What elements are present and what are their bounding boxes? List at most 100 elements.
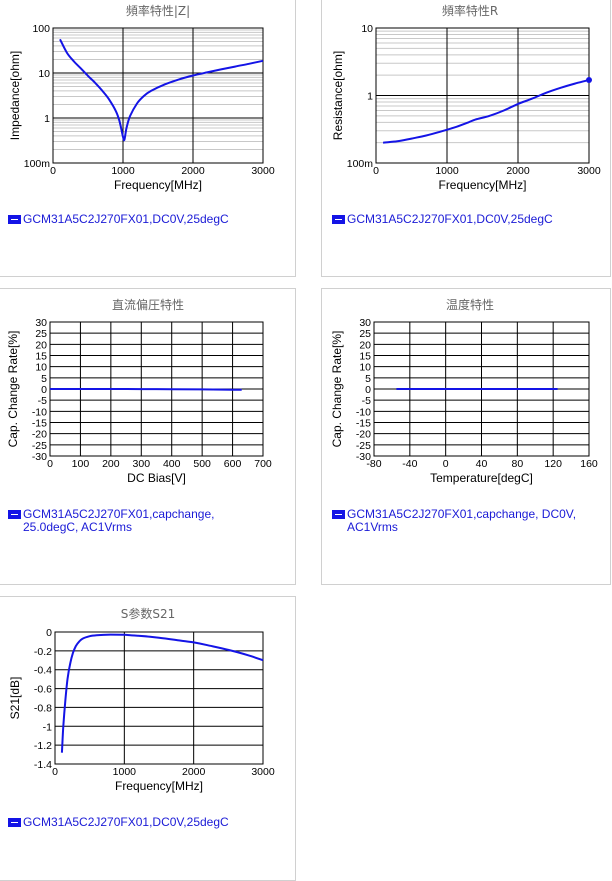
legend-swatch-icon [332,215,345,224]
y-tick-label: -25 [32,440,47,452]
y-tick-label: 100m [347,158,374,170]
y-tick-label: 30 [35,317,47,329]
y-tick-label: -0.6 [34,684,52,696]
chart-c2: 100m 1 10 0 1000 2000 3000 頻率特性R Frequency[MHz] R… [331,3,601,192]
y-tick-label: 15 [35,351,47,363]
x-axis-label: Temperature[degC] [430,471,533,485]
x-tick-label: 2000 [182,766,206,778]
legend-swatch-icon [8,215,21,224]
legend-label: GCM31A5C2J270FX01,DC0V,25degC [23,815,229,829]
x-tick-label: 3000 [251,766,275,778]
y-tick-label: 1 [367,91,373,103]
plot-frame [373,321,590,457]
chart-title: 頻率特性R [442,3,498,18]
x-tick-label: 1000 [435,165,459,177]
legend-swatch-icon [8,818,21,827]
x-tick-label: 1000 [113,766,137,778]
legend-temperature[interactable]: GCM31A5C2J270FX01,capchange, DC0V, AC1Vr… [332,508,576,534]
legend-label: GCM31A5C2J270FX01,capchange, 25.0degC, A… [23,507,215,534]
x-tick-label: 2000 [506,165,530,177]
x-tick-label: 200 [102,458,120,470]
x-tick-label: 80 [511,458,523,470]
y-tick-label: 30 [359,317,371,329]
y-tick-label: 10 [38,68,50,80]
y-tick-label: -5 [362,395,371,407]
y-tick-label: -1 [43,721,52,733]
chart-title: 温度特性 [446,297,494,312]
x-tick-label: -80 [366,458,381,470]
legend-label: GCM31A5C2J270FX01,capchange, DC0V, AC1Vr… [347,507,577,534]
y-tick-label: 1 [44,113,50,125]
x-tick-label: 0 [443,458,449,470]
x-tick-label: 3000 [577,165,601,177]
series-line [60,633,264,753]
x-tick-label: 0 [52,766,58,778]
x-tick-label: 40 [476,458,488,470]
x-axis-label: Frequency[MHz] [438,178,526,192]
y-tick-label: -1.4 [34,759,52,771]
y-axis-label: Resistance[ohm] [331,51,345,140]
x-tick-label: 600 [224,458,242,470]
chart-card-resistance [321,0,611,277]
chart-c5: -1.4 -1.2 -1 -0.8 -0.6 -0.4 -0.2 0 0 1000 2000 3000… [8,606,275,793]
legend-swatch-icon [332,510,345,519]
y-tick-label: -10 [356,406,371,418]
x-tick-label: 3000 [251,165,275,177]
x-tick-label: 2000 [181,165,205,177]
x-tick-label: 0 [50,165,56,177]
y-tick-label: -0.8 [34,702,52,714]
legend-resistance[interactable]: GCM31A5C2J270FX01,DC0V,25degC [332,213,553,226]
legend-dc-bias[interactable]: GCM31A5C2J270FX01,capchange, 25.0degC, A… [8,508,214,534]
y-tick-label: -30 [356,451,371,463]
y-tick-label: 100 [32,23,50,35]
y-tick-label: -1.2 [34,740,52,752]
y-tick-label: -30 [32,451,47,463]
x-tick-label: 400 [163,458,181,470]
x-tick-label: 500 [193,458,211,470]
x-tick-label: 160 [580,458,598,470]
y-tick-label: -20 [356,429,371,441]
y-axis-label: Impedance[ohm] [8,51,22,140]
x-tick-label: 1000 [111,165,135,177]
y-tick-label: 100m [24,158,51,170]
y-tick-label: 0 [46,627,52,639]
y-tick-label: -5 [38,395,47,407]
series-line [50,388,242,391]
chart-title: 頻率特性|Z| [126,3,190,18]
chart-card-s21 [0,596,296,881]
y-tick-label: -0.4 [34,665,52,677]
x-axis-label: DC Bias[V] [127,471,186,485]
x-tick-label: 100 [72,458,90,470]
chart-title: 直流偏圧特性 [112,297,184,312]
y-axis-label: S21[dB] [8,677,22,720]
x-tick-label: 300 [133,458,151,470]
y-tick-label: 20 [35,339,47,351]
legend-impedance[interactable]: GCM31A5C2J270FX01,DC0V,25degC [8,213,229,226]
x-tick-label: 120 [544,458,562,470]
legend-label: GCM31A5C2J270FX01,DC0V,25degC [23,212,229,226]
y-tick-label: 10 [361,23,373,35]
chart-title: S参数S21 [121,606,176,621]
y-tick-label: -15 [32,418,47,430]
chart-card-temperature [321,288,611,585]
y-tick-label: 5 [41,373,47,385]
chart-card-dc-bias [0,288,296,585]
y-tick-label: 25 [359,328,371,340]
y-axis-label: Cap. Change Rate[%] [6,331,20,448]
series-end-marker [586,76,592,83]
y-tick-label: -25 [356,440,371,452]
series-line [382,78,590,144]
legend-swatch-icon [8,510,21,519]
legend-s21[interactable]: GCM31A5C2J270FX01,DC0V,25degC [8,816,229,829]
x-axis-label: Frequency[MHz] [115,779,203,793]
y-tick-label: 5 [365,373,371,385]
y-tick-label: 10 [35,362,47,374]
y-axis-label: Cap. Change Rate[%] [330,331,344,448]
y-tick-label: 20 [359,339,371,351]
y-tick-label: -0.2 [34,646,52,658]
y-tick-label: 25 [35,328,47,340]
